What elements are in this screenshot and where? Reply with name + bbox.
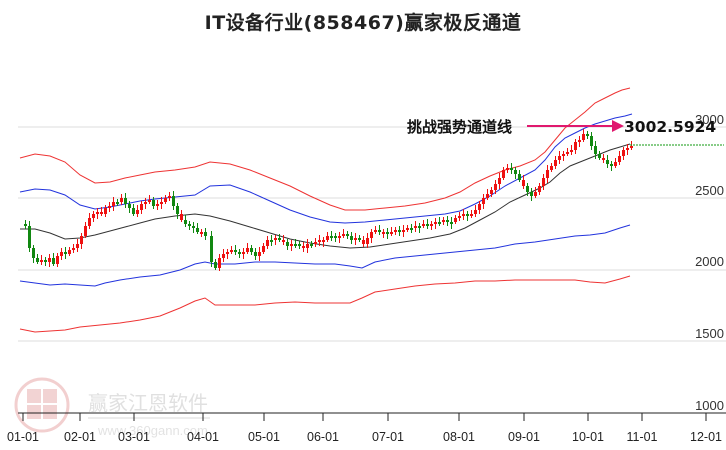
inner-lower-band xyxy=(19,224,631,287)
y-tick-2000: 2000 xyxy=(695,254,724,269)
x-tick-label: 12-01 xyxy=(690,430,722,444)
x-axis: 01-01 02-01 03-01 04-01 05-01 06-01 07-01 08-01… xyxy=(7,412,726,444)
x-tick-label: 01-01 xyxy=(7,430,39,444)
x-tick-label: 11-01 xyxy=(626,430,657,444)
y-axis-labels: 3000 2500 2000 1500 1000 xyxy=(695,112,724,413)
chart-title: IT设备行业(858467)赢家极反通道 xyxy=(204,12,522,34)
y-tick-2500: 2500 xyxy=(695,183,724,198)
watermark: 赢家江恩软件 www.360gann.com xyxy=(14,377,210,438)
annotation-label: 挑战强势通道线 xyxy=(407,118,512,136)
x-tick-label: 08-01 xyxy=(443,430,475,444)
candlesticks xyxy=(24,129,633,271)
x-tick-label: 10-01 xyxy=(572,430,604,444)
x-tick-label: 03-01 xyxy=(118,430,150,444)
watermark-brand: 赢家江恩软件 xyxy=(88,391,208,415)
inner-upper-band xyxy=(19,113,633,224)
channel-annotation: 挑战强势通道线 3002.5924 xyxy=(407,118,716,136)
x-tick-label: 04-01 xyxy=(187,430,219,444)
arrow-head-icon xyxy=(612,120,624,132)
x-tick-label: 05-01 xyxy=(248,430,280,444)
x-tick-label: 06-01 xyxy=(307,430,339,444)
annotation-value: 3002.5924 xyxy=(624,118,716,136)
x-tick-label: 02-01 xyxy=(64,430,96,444)
outer-lower-band xyxy=(19,275,631,333)
y-tick-3000: 3000 xyxy=(695,112,724,127)
y-tick-1500: 1500 xyxy=(695,326,724,341)
x-tick-label: 07-01 xyxy=(372,430,404,444)
x-tick-label: 09-01 xyxy=(508,430,540,444)
middle-line xyxy=(20,143,631,249)
watermark-url: www.360gann.com xyxy=(97,423,208,438)
channel-lines xyxy=(19,87,633,333)
y-tick-1000: 1000 xyxy=(695,398,724,413)
